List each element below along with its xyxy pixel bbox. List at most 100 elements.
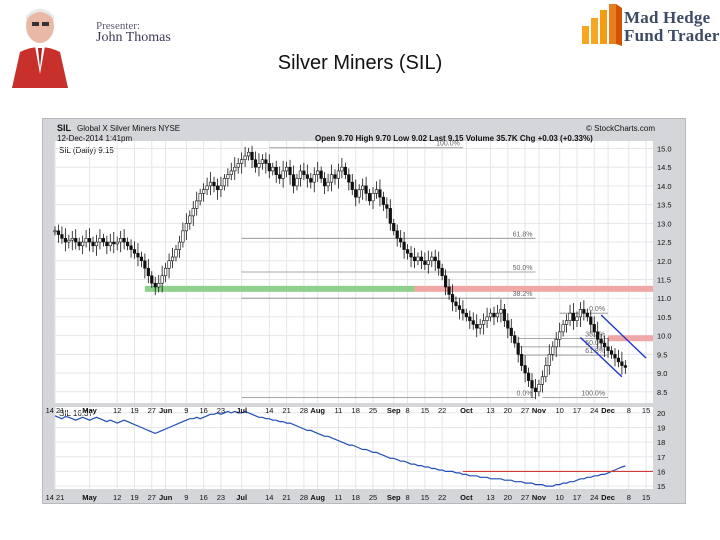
candle-body <box>212 181 216 187</box>
rs-x-tick-label: 27 <box>148 493 156 502</box>
y-tick-label: 10.5 <box>657 313 672 322</box>
fib-label: 38.2% <box>585 332 605 339</box>
rs-x-tick-label: 22 <box>438 493 446 502</box>
candle-body <box>499 309 503 314</box>
y-tick-label: 13.5 <box>657 201 672 210</box>
resistance-band <box>414 285 653 292</box>
candle-body <box>160 275 164 284</box>
rs-x-tick-label: Oct <box>460 493 473 502</box>
candle-body <box>336 170 341 179</box>
candle-body <box>509 327 513 336</box>
candle-body <box>56 230 61 235</box>
candle-body <box>312 174 316 183</box>
chart-source: © StockCharts.com <box>586 124 655 133</box>
candle-body <box>60 234 64 239</box>
candle-body <box>392 223 396 232</box>
candle-body <box>526 372 531 381</box>
candle-body <box>222 178 226 187</box>
rs-x-tick-label: Aug <box>310 493 325 502</box>
candle-body <box>561 324 565 333</box>
rs-x-tick-label: 14 21 <box>46 493 65 502</box>
candle-body <box>260 159 264 164</box>
candle-body <box>361 185 365 190</box>
candle-body <box>195 200 199 209</box>
candle-body <box>454 301 458 306</box>
candle-body <box>284 166 289 172</box>
candle-body <box>105 241 109 247</box>
rs-line <box>54 410 626 487</box>
channel-line <box>600 314 647 359</box>
candle-body <box>540 376 544 385</box>
x-tick-label: 25 <box>369 406 377 415</box>
candle-body <box>513 335 517 344</box>
candle-body <box>385 204 389 209</box>
candle-body <box>606 346 610 351</box>
candle-body <box>409 252 413 258</box>
candle-body <box>340 166 344 172</box>
candle-body <box>84 238 88 243</box>
candle-body <box>63 238 67 243</box>
candle-body <box>129 245 133 250</box>
rs-x-tick-label: May <box>82 493 97 502</box>
candle-body <box>533 387 538 393</box>
candle-body <box>357 189 361 198</box>
rs-x-tick-label: 24 <box>590 493 598 502</box>
y-tick-label: 11.0 <box>657 294 671 303</box>
candle-body <box>547 354 551 366</box>
candle-body <box>125 241 130 247</box>
candle-body <box>571 312 576 321</box>
logo-text-line2: Fund Trader <box>624 26 720 45</box>
y-tick-label: 14.0 <box>657 182 672 191</box>
candle-body <box>316 170 320 175</box>
candle-body <box>554 339 558 348</box>
fib-label: 100.0% <box>436 141 460 148</box>
candle-body <box>115 241 119 245</box>
y-tick-label: 9.5 <box>657 350 667 359</box>
fib-label: 61.8% <box>513 231 533 238</box>
candle-body <box>274 166 278 175</box>
candle-body <box>70 238 74 241</box>
chart-security-name: Global X Silver Miners NYSE <box>77 124 180 133</box>
candle-body <box>592 324 596 333</box>
candle-body <box>564 320 569 325</box>
rs-x-tick-label: 10 <box>555 493 563 502</box>
chart-date: 12-Dec-2014 1:41pm <box>57 134 132 143</box>
candle-body <box>250 151 254 161</box>
candle-body <box>143 260 147 269</box>
candle-body <box>229 170 233 175</box>
candle-body <box>87 238 92 243</box>
y-tick-label: 15.0 <box>657 144 672 153</box>
candle-body <box>374 189 379 194</box>
presenter-name: John Thomas <box>96 30 171 45</box>
x-tick-label: 24 <box>590 406 598 415</box>
candle-body <box>333 174 337 179</box>
bands-layer <box>144 285 653 342</box>
x-tick-label: 9 <box>184 406 188 415</box>
candle-body <box>240 159 244 164</box>
candle-body <box>205 185 209 190</box>
candle-body <box>471 320 475 325</box>
candle-body <box>585 312 589 318</box>
candle-body <box>623 365 627 368</box>
chart-symbol: SIL <box>57 123 72 133</box>
candle-body <box>354 189 358 198</box>
x-tick-label: 22 <box>438 406 446 415</box>
rs-y-tick-label: 18 <box>657 438 665 447</box>
y-tick-label: 10.0 <box>657 332 672 341</box>
candle-body <box>423 260 427 265</box>
candle-body <box>81 241 85 247</box>
candle-body <box>136 252 140 258</box>
rs-x-tick-label: 16 <box>199 493 207 502</box>
rs-x-tick-label: 27 <box>521 493 529 502</box>
rs-x-tick-label: 11 <box>335 493 343 502</box>
candle-body <box>233 166 237 172</box>
y-tick-label: 8.5 <box>657 388 667 397</box>
candle-body <box>243 155 247 161</box>
candle-body <box>309 178 313 183</box>
candle-body <box>596 331 600 340</box>
y-tick-label: 13.0 <box>657 219 672 228</box>
candle-body <box>520 354 524 366</box>
rs-x-tick-label: Dec <box>601 493 615 502</box>
candle-body <box>108 241 112 247</box>
x-tick-label: 28 <box>300 406 308 415</box>
